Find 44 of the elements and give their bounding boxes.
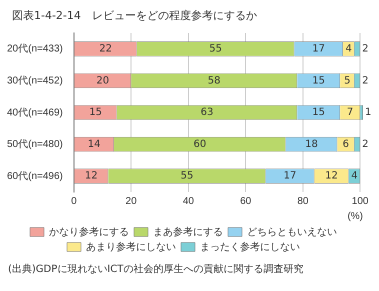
- x-tick-label: 40: [182, 196, 194, 207]
- x-tick-label: 60: [240, 196, 252, 207]
- legend-label: まったく参考にしない: [200, 240, 300, 253]
- data-label: 22: [99, 43, 112, 54]
- data-label: 6: [342, 138, 350, 150]
- x-axis-title: (%): [347, 210, 363, 222]
- data-label: 15: [312, 107, 325, 118]
- legend-label: どちらともいえない: [247, 226, 337, 238]
- y-tick-label: 30代(n=452): [6, 75, 63, 86]
- x-tick-label: 0: [71, 196, 78, 207]
- data-label: 15: [312, 75, 325, 86]
- data-label: 12: [84, 170, 98, 182]
- data-label: 60: [193, 138, 206, 150]
- y-tick-label: 20代(n=433): [6, 44, 63, 55]
- data-label: 2: [362, 138, 369, 150]
- data-label: 17: [312, 43, 325, 54]
- text: (出典)GDPに現れないICTの社会的厚生への貢献に関する調査研究: [8, 262, 304, 276]
- legend-label: あまり参考にしない: [86, 240, 176, 253]
- data-label: 14: [88, 138, 101, 150]
- x-tick-label: 20: [126, 196, 138, 207]
- y-tick-label: 40代(n=469): [6, 107, 63, 118]
- chart-title: 図表1-4-2-14 レビューをどの程度参考にするか: [12, 8, 257, 23]
- legend-label: まあ参考にする: [153, 226, 223, 238]
- x-tick-label: 100: [352, 196, 369, 207]
- data-label: 18: [305, 138, 318, 150]
- data-label: 12: [325, 170, 338, 182]
- data-label: 2: [362, 43, 369, 54]
- data-label: 55: [209, 43, 222, 54]
- data-label: 5: [344, 75, 350, 86]
- data-label: 15: [89, 107, 102, 118]
- x-tick-label: 80: [297, 196, 309, 207]
- data-label: 7: [346, 107, 354, 118]
- data-label: 1: [365, 107, 372, 118]
- y-tick-label: 50代(n=480): [6, 139, 63, 150]
- y-tick-label: 60代(n=496): [6, 170, 63, 182]
- data-label: 55: [180, 170, 194, 182]
- data-label: 4: [351, 170, 358, 182]
- legend-label: かなり参考にする: [49, 226, 129, 238]
- data-label: 20: [96, 75, 110, 86]
- data-label: 63: [200, 107, 214, 118]
- data-label: 4: [346, 43, 352, 54]
- data-label: 2: [362, 75, 369, 86]
- data-label: 58: [208, 75, 221, 86]
- data-label: 17: [284, 170, 296, 182]
